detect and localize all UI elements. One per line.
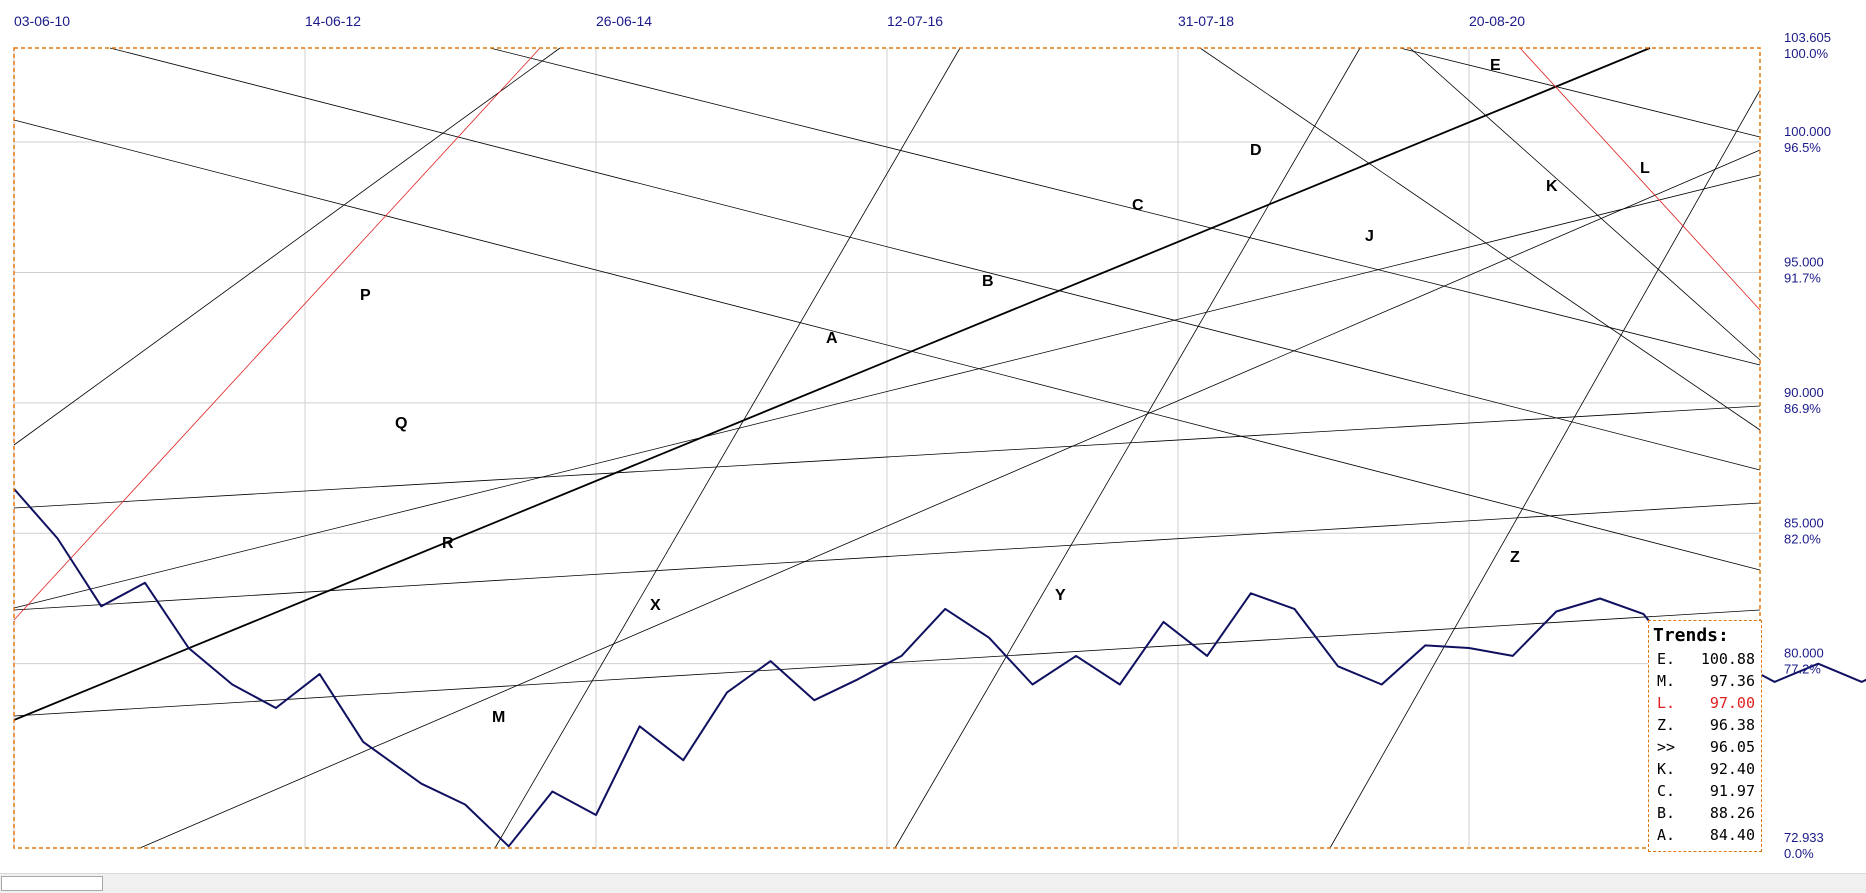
trends-row: M. 97.36 <box>1649 670 1761 692</box>
trends-row-name: Z. <box>1657 716 1676 734</box>
trends-row: B. 88.26 <box>1649 802 1761 824</box>
trend-line <box>13 47 1651 721</box>
scrollbar-thumb[interactable] <box>1 876 103 891</box>
trends-row-name: B. <box>1657 804 1676 822</box>
trends-row-value: 91.97 <box>1709 782 1755 800</box>
trendline-label-e: E <box>1490 57 1501 74</box>
x-tick-label: 14-06-12 <box>305 13 361 29</box>
trend-line <box>1329 89 1761 849</box>
trends-row: E. 100.88 <box>1649 648 1761 670</box>
trendline-label-j: J <box>1365 228 1374 245</box>
trends-row: K. 92.40 <box>1649 758 1761 780</box>
trends-legend: Trends: E. 100.88 M. 97.36 L. 97.00 Z. 96.38 >> 9… <box>1648 620 1762 852</box>
trends-rows: E. 100.88 M. 97.36 L. 97.00 Z. 96.38 >> 96.05 K. 92… <box>1649 648 1761 846</box>
trends-row: Z. 96.38 <box>1649 714 1761 736</box>
trendline-label-x: X <box>650 597 661 614</box>
trends-row-value: 100.88 <box>1700 650 1755 668</box>
y-tick-percent: 91.7% <box>1784 270 1821 285</box>
trend-line <box>13 502 1761 611</box>
y-tick-value: 100.000 <box>1784 124 1831 139</box>
trends-row-name: M. <box>1657 672 1676 690</box>
trends-row: C. 91.97 <box>1649 780 1761 802</box>
trendline-label-a: A <box>826 330 838 347</box>
trend-line <box>13 174 1761 609</box>
trends-row-value: 96.05 <box>1709 738 1755 756</box>
trends-title: Trends: <box>1653 625 1729 646</box>
y-tick-value: 90.000 <box>1784 385 1824 400</box>
trendline-label-d: D <box>1250 142 1262 159</box>
trend-line <box>1199 47 1761 431</box>
price-line <box>13 488 1866 848</box>
trend-line <box>894 47 1361 849</box>
trendline-label-l: L <box>1640 160 1650 177</box>
trends-row-name: K. <box>1657 760 1676 778</box>
trends-row-name: C. <box>1657 782 1676 800</box>
horizontal-scrollbar[interactable] <box>0 873 1866 893</box>
y-tick-percent: 82.0% <box>1784 531 1821 546</box>
trend-line <box>1409 47 1761 361</box>
y-tick-percent: 77.2% <box>1784 662 1821 677</box>
y-tick-value: 95.000 <box>1784 254 1824 269</box>
trendline-label-m: M <box>492 709 505 726</box>
trend-line <box>13 47 541 621</box>
trendline-label-z: Z <box>1510 549 1520 566</box>
x-tick-label: 31-07-18 <box>1178 13 1234 29</box>
trend-line <box>1519 47 1761 311</box>
x-axis-ticks: 03-06-10 14-06-12 26-06-14 12-07-16 31-07-18… <box>14 13 1525 29</box>
trends-row-value: 88.26 <box>1709 804 1755 822</box>
chart: P Q R M X A B C D Y J E K L Z 03-06-10 14-06-12 26-06-14… <box>13 13 1866 861</box>
y-tick-percent: 0.0% <box>1784 846 1814 861</box>
y-tick-percent: 100.0% <box>1784 46 1829 61</box>
y-tick-value: 85.000 <box>1784 515 1824 530</box>
trendline-label-y: Y <box>1055 587 1066 604</box>
trends-row-name: A. <box>1657 826 1676 844</box>
y-tick-percent: 86.9% <box>1784 401 1821 416</box>
price-series <box>13 488 1866 848</box>
trend-line <box>489 47 1761 366</box>
x-tick-label: 20-08-20 <box>1469 13 1525 29</box>
trendline-label-b: B <box>982 273 994 290</box>
trends-row: L. 97.00 <box>1649 692 1761 714</box>
trend-line <box>109 47 1761 471</box>
y-tick-value: 103.605 <box>1784 30 1831 45</box>
trends-row: >> 96.05 <box>1649 736 1761 758</box>
trendline-label-k: K <box>1546 178 1558 195</box>
trends-row-value: 92.40 <box>1709 760 1755 778</box>
trend-line <box>139 149 1761 849</box>
trends-row-name: >> <box>1657 738 1676 756</box>
plot-frame <box>13 47 1761 849</box>
trend-line <box>13 47 561 446</box>
trends-row-value: 97.36 <box>1709 672 1755 690</box>
trendline-label-c: C <box>1132 197 1144 214</box>
trends-row-value: 97.00 <box>1709 694 1755 712</box>
trend-line <box>13 119 1761 571</box>
trends-row-name: E. <box>1657 650 1676 668</box>
trends-row-name: L. <box>1657 694 1676 712</box>
trend-line <box>13 405 1761 509</box>
grid-lines <box>13 48 1760 848</box>
trendline-labels: P Q R M X A B C D Y J E K L Z <box>360 57 1650 726</box>
x-tick-label: 03-06-10 <box>14 13 70 29</box>
x-tick-label: 26-06-14 <box>596 13 652 29</box>
trends-row-value: 84.40 <box>1709 826 1755 844</box>
trendline-label-r: R <box>442 535 454 552</box>
trends-row-value: 96.38 <box>1709 716 1755 734</box>
trend-line <box>494 47 961 849</box>
trendline-label-p: P <box>360 287 371 304</box>
trend-line <box>1399 47 1761 138</box>
y-tick-value: 80.000 <box>1784 646 1824 661</box>
trend-lines <box>13 47 1761 849</box>
y-tick-percent: 96.5% <box>1784 140 1821 155</box>
trends-row: A. 84.40 <box>1649 824 1761 846</box>
y-tick-value: 72.933 <box>1784 830 1824 845</box>
trendline-label-q: Q <box>395 415 407 432</box>
x-tick-label: 12-07-16 <box>887 13 943 29</box>
